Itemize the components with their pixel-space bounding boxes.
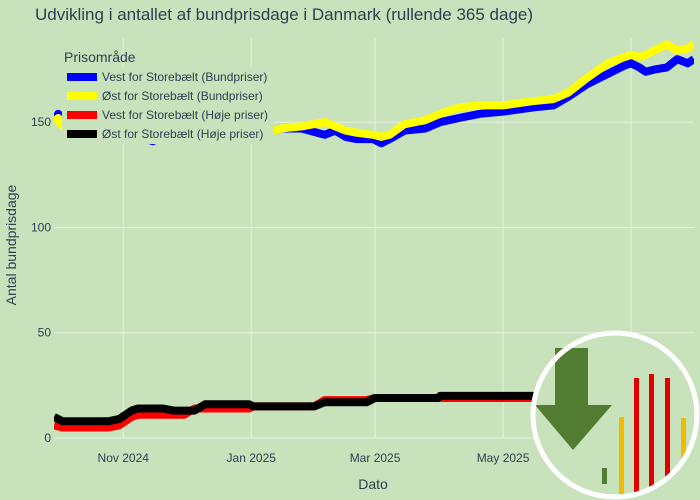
legend-item-label[interactable]: Vest for Storebælt (Bundpriser) <box>102 70 267 84</box>
download-arrow-icon <box>535 348 612 450</box>
legend[interactable]: Prisområde Vest for Storebælt (Bundprise… <box>62 49 274 144</box>
x-axis-label: Dato <box>358 476 388 492</box>
y-tick-label: 100 <box>31 220 51 234</box>
y-tick-label: 150 <box>31 115 51 129</box>
legend-item-label[interactable]: Vest for Storebælt (Høje priser) <box>102 108 268 122</box>
x-tick-label: Mar 2025 <box>350 451 401 465</box>
logo-bar <box>619 417 624 495</box>
logo-bar <box>665 378 670 495</box>
x-tick-label: Nov 2024 <box>98 451 150 465</box>
y-axis-label: Antal bundprisdage <box>3 184 19 305</box>
y-tick-label: 0 <box>44 431 51 445</box>
x-tick-label: Jan 2025 <box>227 451 277 465</box>
legend-item-label[interactable]: Øst for Storebælt (Høje priser) <box>102 127 263 141</box>
logo <box>530 330 700 500</box>
chart-title: Udvikling i antallet af bundprisdage i D… <box>35 5 533 24</box>
series-line-4 <box>54 391 694 426</box>
logo-bar <box>602 468 607 484</box>
legend-item-label[interactable]: Øst for Storebælt (Bundpriser) <box>102 89 263 103</box>
y-tick-label: 50 <box>38 326 52 340</box>
logo-bar <box>634 378 639 495</box>
legend-background <box>62 67 274 144</box>
logo-ring <box>530 330 700 500</box>
logo-bar <box>649 374 654 495</box>
legend-title: Prisområde <box>64 49 136 65</box>
x-tick-label: May 2025 <box>477 451 530 465</box>
